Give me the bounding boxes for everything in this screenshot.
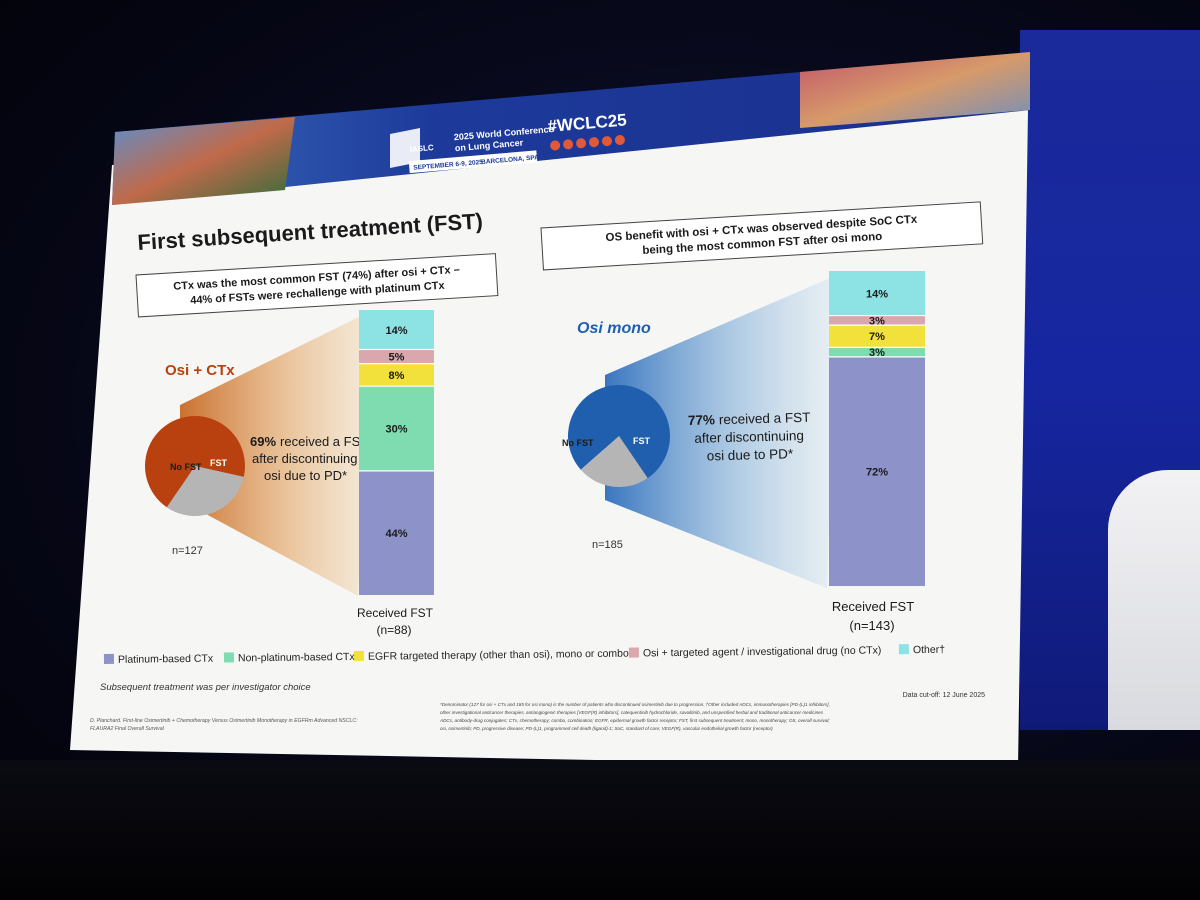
left-pie-slice-no-fst [166,466,244,516]
left-n-label: n=127 [172,545,203,557]
right-callout: OS benefit with osi + CTx was observed d… [540,201,984,271]
right-annotation-pct: 77% [688,412,715,428]
right-annotation-line3: osi due to PD* [707,446,794,463]
x-icon [576,138,587,149]
left-callout-box [135,253,499,318]
left-bar-segment-3 [359,349,434,364]
right-bar-label-2: 7% [869,331,885,343]
legend-label-2: EGFR targeted therapy (other than osi), … [368,648,629,663]
right-pie-label-nofst: No FST [562,438,594,448]
svg-text:69%received a FST: 69% received a FST [250,434,368,449]
iaslc-org: IASLC [409,143,434,154]
left-pie-label-nofst: No FST [170,462,202,472]
stage-floor [0,760,1200,900]
left-pie-label-fst: FST [210,458,228,468]
abbrev-line3: ADCs, antibody-drug conjugates; CTx, che… [439,718,830,723]
right-bar-segment-2 [829,325,925,348]
legend-swatch-3 [628,647,639,658]
left-annotation: 69% received a FST after discontinuing os… [250,434,368,483]
legend-swatch-1 [223,652,235,663]
citation-line1: D. Planchard. First-line Osimertinib + C… [90,718,358,724]
abbrev-line1: *Denominator (127 for osi + CTx and 185 … [440,702,830,707]
abbrev-line4: osi, osimertinib; PD, progressive diseas… [440,726,773,731]
right-bar-segment-3 [829,315,925,326]
facebook-icon [550,140,561,151]
legend-label-4: Other† [913,644,945,656]
legend-swatch-4 [898,644,909,655]
right-bar-label-4: 14% [866,288,888,300]
left-pie-title: Osi + CTx [165,362,235,379]
left-bar-label-0: 44% [385,528,407,540]
right-bar-n-label: (n=143) [849,618,894,633]
footnote-investigator: Subsequent treatment was per investigato… [100,682,311,693]
left-bar-xlabel: Received FST [357,606,434,620]
instagram-icon [589,137,600,148]
left-bar-segment-4 [359,310,434,350]
wechat-icon [614,135,625,146]
legend-label-3: Osi + targeted agent / investigational d… [643,645,882,660]
right-pie-slice-fst [568,385,671,479]
left-bar-label-3: 5% [389,352,405,364]
right-pie-slice-no-fst [580,436,648,488]
right-bar-segment-4 [829,271,925,316]
right-stacked-bar: 72% 3% 7% 3% 14% [829,271,925,586]
youtube-icon [601,136,612,147]
data-cutoff: Data cut-off: 12 June 2025 [903,692,985,699]
legend-swatch-0 [103,653,115,664]
right-bar-segment-1 [829,347,925,357]
right-n-label: n=185 [592,539,623,551]
left-annotation-line2: after discontinuing [252,451,358,466]
legend: Platinum-based CTx Non-platinum-based CTx… [103,644,945,666]
citation-line2: FLAURA2 Final Overall Survival [90,726,165,732]
legend-label-0: Platinum-based CTx [118,653,214,666]
linkedin-icon [563,139,574,150]
right-funnel [605,275,837,588]
presenter [1108,470,1200,730]
header-photo-right [800,52,1030,128]
left-annotation-line1: received a FST [280,434,368,449]
iaslc-logo [390,128,420,168]
conference-date-box [408,150,538,174]
left-bar-label-2: 8% [389,370,405,382]
right-callout-box [540,201,984,271]
right-annotation-line1: received a FST [719,410,811,427]
left-bar-label-4: 14% [385,325,407,337]
left-pie [145,416,245,516]
right-pie-label-fst: FST [633,436,651,446]
right-annotation: 77% received a FST after discontinuing os… [688,410,811,464]
abbrev-line2: other investigational anticancer therapi… [440,710,824,715]
right-bar-label-3: 3% [869,315,885,327]
right-pie-title: Osi mono [577,320,651,337]
left-bar-label-1: 30% [385,424,407,436]
right-bar-label-1: 3% [869,347,885,359]
left-bar-n-label: (n=88) [376,623,411,637]
left-bar-segment-0 [359,470,434,595]
left-bar-segment-1 [359,386,434,471]
left-annotation-pct: 69% [250,434,276,449]
left-annotation-line3: osi due to PD* [264,468,347,483]
svg-text:77%received a FST: 77% received a FST [688,410,811,428]
right-bar-label-0: 72% [866,466,888,478]
legend-swatch-2 [353,650,364,661]
right-bar-segment-0 [829,356,925,586]
header-photo-left [112,117,295,205]
left-bar-segment-2 [359,363,434,387]
legend-label-1: Non-platinum-based CTx [238,651,356,664]
right-bar-xlabel: Received FST [832,599,914,614]
right-pie [568,385,671,488]
left-funnel [180,310,373,596]
right-annotation-line2: after discontinuing [694,428,804,446]
left-stacked-bar: 44% 30% 8% 5% 14% [359,310,434,595]
left-pie-slice-fst [145,416,245,508]
